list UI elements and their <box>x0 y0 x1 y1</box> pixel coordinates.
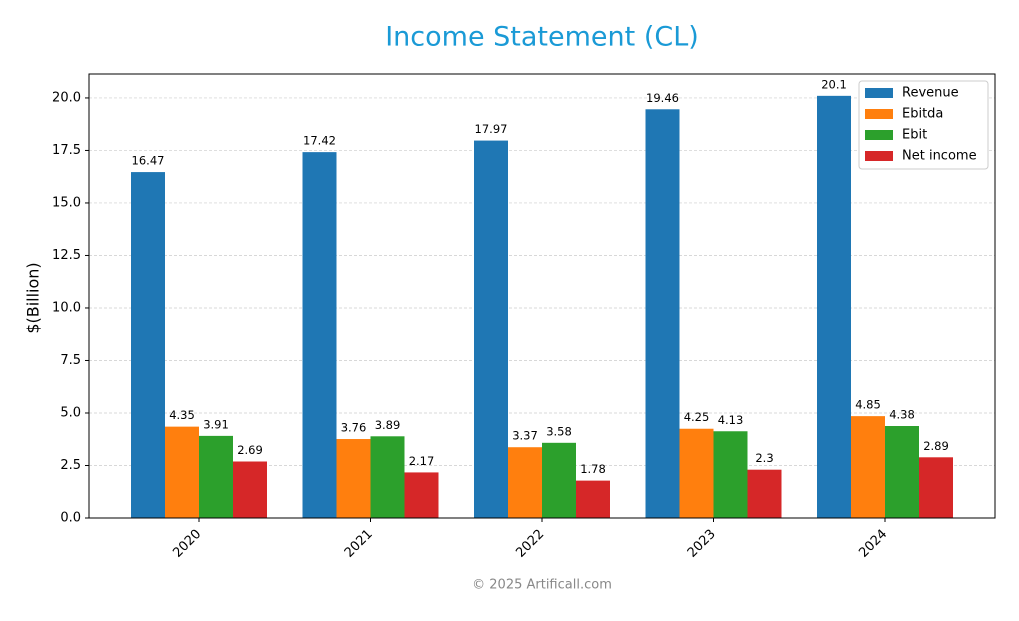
y-tick-label: 0.0 <box>60 511 81 526</box>
bar <box>474 140 508 519</box>
data-label: 16.47 <box>132 154 165 168</box>
legend-swatch <box>865 109 893 119</box>
plot-frame <box>88 73 996 519</box>
data-label: 2.17 <box>409 454 435 468</box>
bar <box>747 469 782 518</box>
data-label: 17.42 <box>303 134 336 148</box>
legend-swatch <box>865 130 893 140</box>
data-label: 20.1 <box>821 77 847 91</box>
data-label: 2.89 <box>923 439 949 453</box>
bar <box>370 436 405 518</box>
y-tick-label: 17.5 <box>52 143 81 158</box>
bar <box>679 428 714 518</box>
data-label: 2.3 <box>755 451 773 465</box>
bar <box>336 439 371 518</box>
x-tick-label: 2024 <box>856 527 890 561</box>
data-label: 4.25 <box>684 410 710 424</box>
footer: © 2025 Artificall.com <box>472 578 612 593</box>
bar <box>542 442 576 518</box>
bar <box>817 95 851 518</box>
bar <box>508 447 542 518</box>
data-label: 19.46 <box>646 91 679 105</box>
legend-box <box>858 80 989 170</box>
data-label: 17.97 <box>475 122 508 136</box>
legend-swatch <box>865 88 893 98</box>
bar <box>851 416 885 518</box>
y-tick-label: 15.0 <box>52 195 81 210</box>
data-label: 3.89 <box>375 418 401 432</box>
bar <box>199 435 233 518</box>
bar <box>645 109 680 519</box>
bar <box>404 472 439 518</box>
bar <box>919 457 953 518</box>
chart-title: Income Statement (CL) <box>385 22 699 53</box>
x-tick-label: 2023 <box>685 527 719 561</box>
legend-label: Ebit <box>902 128 927 143</box>
x-tick-label: 2020 <box>170 527 204 561</box>
legend-swatch <box>865 151 893 161</box>
data-label: 3.58 <box>546 424 572 438</box>
data-label: 4.13 <box>718 413 744 427</box>
bar <box>576 480 610 518</box>
y-tick-label: 12.5 <box>52 248 81 263</box>
y-tick-label: 2.5 <box>60 458 81 473</box>
y-tick-label: 7.5 <box>60 353 81 368</box>
legend-label: Revenue <box>902 86 959 101</box>
y-tick-label: 20.0 <box>52 90 81 105</box>
x-tick-label: 2021 <box>342 527 376 561</box>
y-axis-label: $(Billion) <box>24 262 43 333</box>
bar <box>233 461 267 518</box>
x-tick-label: 2022 <box>513 527 547 561</box>
bar <box>131 172 165 518</box>
bar <box>885 426 919 518</box>
data-label: 3.91 <box>203 417 229 431</box>
bar <box>302 152 337 518</box>
y-tick-label: 5.0 <box>60 405 81 420</box>
data-label: 2.69 <box>237 443 263 457</box>
bar <box>713 431 748 518</box>
legend-label: Net income <box>902 149 977 164</box>
bar <box>165 426 199 518</box>
data-label: 4.85 <box>855 398 881 412</box>
data-label: 4.38 <box>889 408 915 422</box>
legend-label: Ebitda <box>902 107 943 122</box>
data-label: 3.37 <box>512 429 538 443</box>
data-label: 3.76 <box>341 421 367 435</box>
data-label: 4.35 <box>169 408 195 422</box>
data-label: 1.78 <box>580 462 606 476</box>
y-tick-label: 10.0 <box>52 300 81 315</box>
